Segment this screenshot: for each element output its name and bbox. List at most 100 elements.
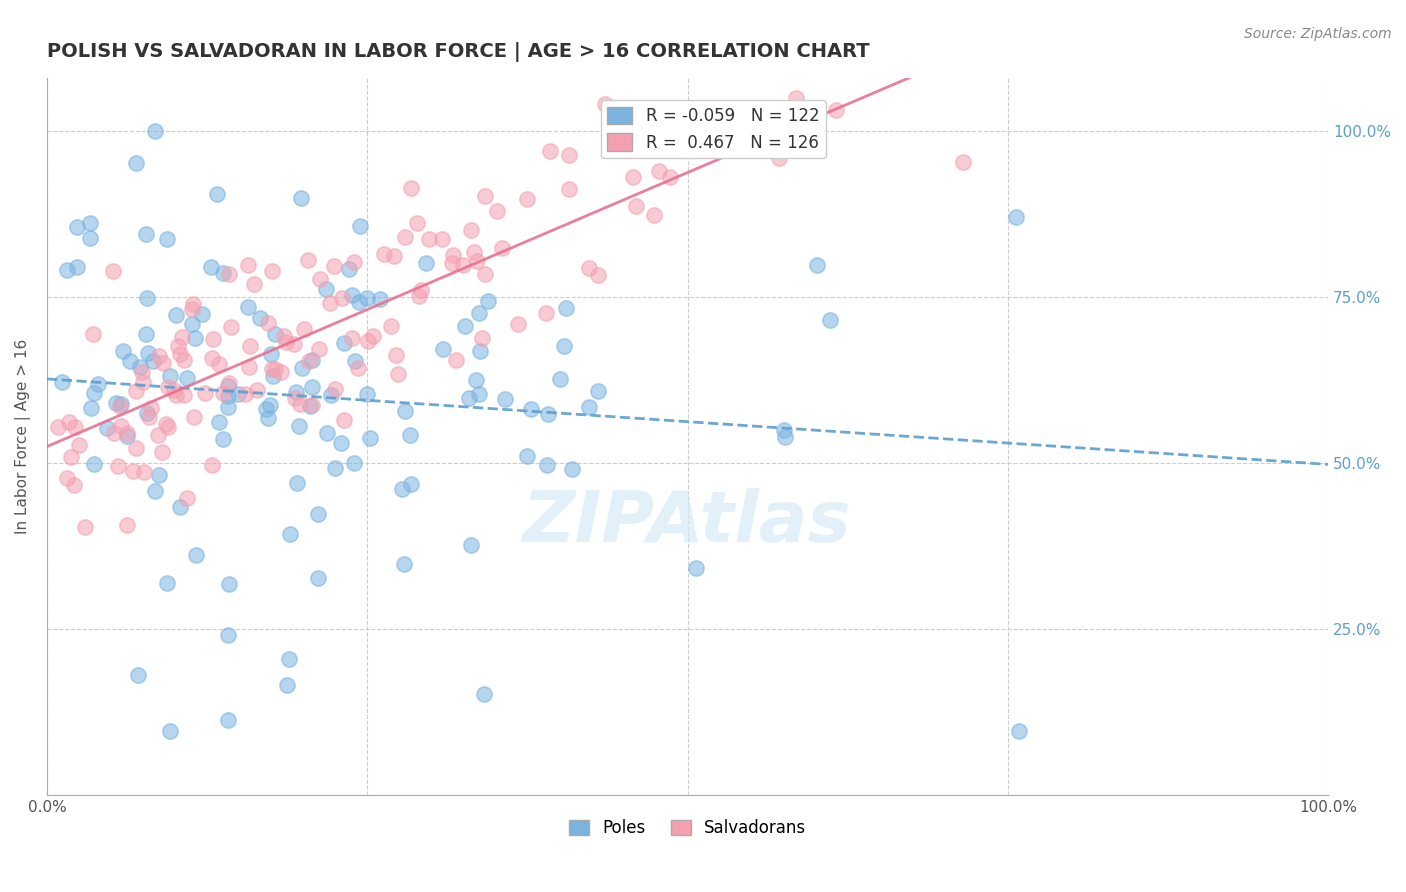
Point: [212, 266, 235, 280]
Text: ZIPAtlas: ZIPAtlas: [523, 488, 852, 557]
Point: [217, 389, 239, 403]
Point: [243, 277, 266, 292]
Point: [163, 383, 186, 397]
Point: [157, 380, 180, 394]
Point: [83, 385, 105, 400]
Point: [446, 352, 468, 367]
Point: [288, 397, 311, 411]
Point: [117, 425, 139, 440]
Point: [558, 148, 581, 162]
Point: [460, 223, 482, 237]
Point: [236, 300, 259, 314]
Point: [343, 255, 366, 269]
Point: [194, 385, 217, 400]
Point: [233, 387, 256, 401]
Point: [340, 287, 363, 301]
Point: [806, 258, 828, 272]
Point: [276, 678, 298, 692]
Legend: Poles, Salvadorans: Poles, Salvadorans: [562, 813, 813, 844]
Point: [485, 204, 508, 219]
Point: [239, 339, 262, 353]
Point: [217, 379, 239, 393]
Point: [66, 219, 89, 234]
Point: [79, 231, 101, 245]
Point: [1004, 210, 1026, 224]
Point: [494, 392, 516, 406]
Point: [658, 169, 681, 184]
Point: [347, 295, 370, 310]
Point: [117, 429, 139, 443]
Point: [200, 260, 222, 274]
Point: [212, 386, 235, 401]
Point: [292, 321, 315, 335]
Point: [181, 317, 204, 331]
Point: [468, 343, 491, 358]
Point: [319, 388, 342, 402]
Point: [184, 331, 207, 345]
Point: [132, 375, 155, 389]
Point: [176, 491, 198, 506]
Point: [136, 346, 159, 360]
Point: [257, 410, 280, 425]
Point: [818, 313, 841, 327]
Point: [159, 369, 181, 384]
Point: [122, 463, 145, 477]
Point: [586, 384, 609, 398]
Point: [297, 253, 319, 268]
Point: [143, 483, 166, 498]
Point: [952, 155, 974, 169]
Point: [578, 260, 600, 275]
Point: [46, 419, 69, 434]
Point: [516, 192, 538, 206]
Point: [356, 387, 378, 401]
Point: [290, 361, 312, 376]
Point: [399, 181, 422, 195]
Point: [773, 423, 796, 437]
Point: [394, 404, 416, 418]
Point: [205, 186, 228, 201]
Point: [217, 628, 239, 642]
Point: [263, 326, 285, 341]
Point: [173, 352, 195, 367]
Point: [218, 376, 240, 391]
Point: [453, 258, 475, 272]
Point: [593, 97, 616, 112]
Point: [773, 430, 796, 444]
Point: [343, 456, 366, 470]
Point: [301, 380, 323, 394]
Point: [226, 386, 249, 401]
Point: [418, 232, 440, 246]
Point: [440, 256, 463, 270]
Point: [208, 415, 231, 429]
Point: [441, 248, 464, 262]
Point: [152, 356, 174, 370]
Point: [218, 577, 240, 591]
Point: [262, 368, 284, 383]
Point: [471, 330, 494, 344]
Point: [520, 402, 543, 417]
Point: [284, 391, 307, 405]
Point: [298, 399, 321, 413]
Point: [87, 377, 110, 392]
Point: [323, 461, 346, 475]
Point: [465, 253, 488, 268]
Point: [249, 311, 271, 326]
Point: [127, 668, 149, 682]
Point: [288, 419, 311, 434]
Point: [472, 687, 495, 701]
Point: [347, 360, 370, 375]
Point: [463, 244, 485, 259]
Y-axis label: In Labor Force | Age > 16: In Labor Force | Age > 16: [15, 339, 31, 533]
Point: [457, 391, 479, 405]
Point: [118, 354, 141, 368]
Point: [323, 383, 346, 397]
Point: [139, 401, 162, 415]
Point: [104, 396, 127, 410]
Point: [169, 347, 191, 361]
Point: [278, 527, 301, 541]
Point: [349, 219, 371, 233]
Point: [217, 713, 239, 727]
Point: [150, 444, 173, 458]
Point: [298, 353, 321, 368]
Point: [430, 232, 453, 246]
